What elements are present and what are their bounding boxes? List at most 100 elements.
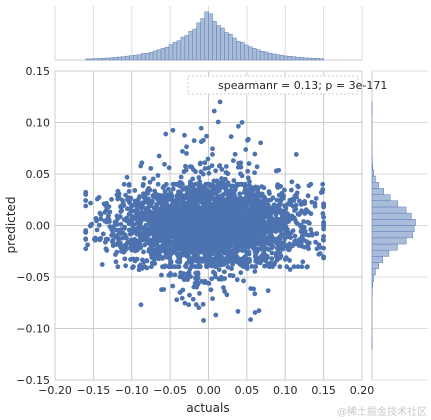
scatter-point — [237, 191, 243, 197]
scatter-point — [138, 302, 144, 308]
scatter-point — [228, 196, 234, 202]
scatter-points — [83, 99, 327, 323]
scatter-point — [234, 277, 240, 283]
scatter-point — [194, 258, 200, 264]
scatter-point — [274, 197, 280, 203]
scatter-point — [146, 215, 152, 221]
scatter-point — [173, 250, 178, 255]
scatter-point — [222, 276, 228, 281]
scatter-point — [277, 250, 283, 256]
scatter-point — [211, 183, 216, 189]
scatter-point — [209, 249, 215, 255]
scatter-point — [190, 229, 196, 235]
scatter-point — [321, 233, 327, 239]
scatter-point — [186, 302, 192, 308]
scatter-point — [230, 158, 236, 163]
scatter-point — [172, 264, 178, 270]
scatter-point — [116, 191, 122, 197]
top-hist-bar — [129, 55, 134, 61]
scatter-point — [184, 151, 189, 156]
scatter-point — [201, 237, 207, 242]
scatter-point — [163, 225, 169, 231]
scatter-point — [225, 222, 231, 228]
scatter-point — [277, 239, 282, 244]
scatter-point — [139, 266, 145, 271]
scatter-point — [284, 264, 290, 270]
scatter-point — [252, 254, 258, 260]
scatter-point — [94, 227, 100, 233]
scatter-point — [247, 179, 252, 185]
scatter-point — [104, 207, 109, 213]
right-hist-bar — [371, 280, 373, 288]
scatter-point — [245, 187, 250, 193]
scatter-point — [181, 193, 187, 199]
scatter-point — [204, 187, 210, 192]
scatter-point — [313, 239, 318, 245]
scatter-point — [302, 228, 308, 234]
scatter-point — [152, 237, 158, 243]
scatter-point — [168, 210, 173, 216]
scatter-point — [188, 197, 194, 203]
right-hist-bar — [371, 262, 379, 270]
scatter-point — [169, 264, 174, 270]
x-tick-labels: −0.20 −0.15 −0.10 −0.05 0.00 0.05 0.10 0.15 0.20 — [38, 384, 374, 397]
scatter-point — [144, 234, 150, 240]
scatter-point — [221, 269, 227, 275]
top-hist-bar — [311, 58, 316, 61]
top-hist-bar — [307, 57, 312, 61]
scatter-point — [168, 272, 173, 278]
scatter-point — [299, 238, 304, 244]
scatter-point — [230, 261, 235, 267]
top-hist-bar — [267, 52, 273, 61]
scatter-point — [292, 233, 298, 239]
y-tick-label: −0.15 — [16, 374, 50, 387]
scatter-point — [190, 225, 196, 230]
scatter-point — [204, 133, 210, 139]
scatter-point — [222, 248, 227, 254]
scatter-point — [265, 228, 271, 234]
scatter-point — [213, 168, 219, 174]
right-hist-bar — [371, 188, 385, 195]
scatter-point — [226, 244, 232, 249]
scatter-point — [262, 239, 267, 245]
scatter-point — [109, 197, 114, 202]
y-tick-label: −0.10 — [16, 323, 50, 336]
scatter-point — [260, 243, 266, 249]
scatter-point — [98, 212, 104, 217]
scatter-point — [122, 224, 127, 230]
scatter-point — [250, 185, 256, 191]
top-hist-bar — [255, 49, 261, 61]
scatter-point — [162, 189, 168, 195]
scatter-point — [243, 147, 249, 152]
scatter-point — [215, 234, 221, 239]
scatter-point — [162, 161, 167, 167]
scatter-point — [125, 195, 131, 201]
scatter-point — [164, 254, 170, 260]
scatter-point — [150, 176, 156, 182]
top-hist-bar — [228, 33, 233, 61]
scatter-point — [213, 196, 219, 202]
scatter-point — [280, 225, 285, 231]
scatter-point — [204, 181, 209, 187]
scatter-point — [174, 231, 180, 237]
scatter-point — [269, 250, 275, 256]
top-hist-bar — [192, 28, 197, 61]
scatter-point — [227, 258, 233, 264]
right-hist-bar — [371, 274, 374, 282]
scatter-point — [227, 204, 232, 210]
scatter-point — [210, 152, 215, 157]
scatter-point — [270, 236, 276, 242]
scatter-point — [148, 165, 154, 171]
scatter-point — [168, 259, 174, 265]
scatter-point — [223, 164, 229, 169]
scatter-point — [164, 230, 170, 235]
scatter-point — [285, 247, 291, 252]
scatter-point — [183, 167, 189, 173]
scatter-point — [126, 221, 132, 226]
scatter-point — [190, 296, 196, 302]
scatter-point — [191, 248, 197, 254]
scatter-point — [232, 187, 238, 193]
scatter-point — [206, 170, 212, 176]
scatter-point — [252, 170, 257, 176]
scatter-point — [210, 146, 215, 152]
